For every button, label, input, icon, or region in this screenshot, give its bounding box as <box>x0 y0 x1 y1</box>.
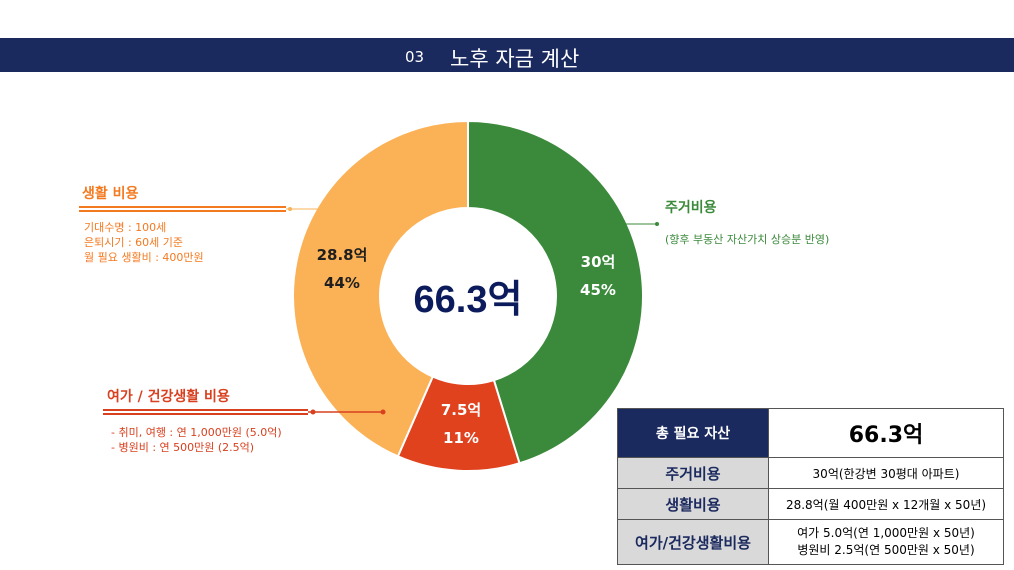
housing-connector-dot <box>655 222 659 226</box>
living-detail-line: 기대수명 : 100세 <box>84 221 167 234</box>
row-label: 여가/건강생활비용 <box>617 519 769 565</box>
row-value: 28.8억(월 400만원 x 12개월 x 50년) <box>768 488 1004 520</box>
leisure-segment-value: 7.5억 <box>440 401 482 419</box>
living-connector-dot <box>288 207 292 211</box>
row-value: 여가 5.0억(연 1,000만원 x 50년) 병원비 2.5억(연 500만… <box>768 519 1004 565</box>
row-value: 30억(한강변 30평대 아파트) <box>768 457 1004 489</box>
row-value-line: 병원비 2.5억(연 500만원 x 50년) <box>797 543 975 557</box>
housing-segment-label: 30억 45% <box>563 248 633 304</box>
leisure-details: - 취미, 여행 : 연 1,000만원 (5.0억) - 병원비 : 연 50… <box>111 425 282 455</box>
housing-title: 주거비용 <box>665 200 717 216</box>
leisure-segment-label: 7.5억 11% <box>426 396 496 452</box>
leisure-title: 여가 / 건강생활 비용 <box>107 389 230 405</box>
table-row: 주거비용 30억(한강변 30평대 아파트) <box>617 457 1004 489</box>
living-detail-line: 은퇴시기 : 60세 기준 <box>84 236 184 249</box>
row-label: 주거비용 <box>617 457 769 489</box>
housing-segment-value: 30억 <box>580 253 616 271</box>
row-value-line: 여가 5.0억(연 1,000만원 x 50년) <box>797 526 975 540</box>
summary-header-label: 총 필요 자산 <box>617 408 769 458</box>
leisure-connector-dot-left <box>310 409 316 415</box>
section-header: 03 노후 자금 계산 <box>0 38 1014 72</box>
leisure-detail-line: - 병원비 : 연 500만원 (2.5억) <box>111 441 255 454</box>
living-details: 기대수명 : 100세 은퇴시기 : 60세 기준 월 필요 생활비 : 400… <box>84 220 204 265</box>
housing-segment-percent: 45% <box>580 281 616 299</box>
living-segment-value: 28.8억 <box>316 246 368 264</box>
summary-header-row: 총 필요 자산 66.3억 <box>617 408 1004 458</box>
center-total: 66.3억 <box>413 279 523 321</box>
leisure-detail-line: - 취미, 여행 : 연 1,000만원 (5.0억) <box>111 426 282 439</box>
table-row: 여가/건강생활비용 여가 5.0억(연 1,000만원 x 50년) 병원비 2… <box>617 519 1004 565</box>
leisure-segment-percent: 11% <box>443 429 479 447</box>
summary-header-value: 66.3억 <box>768 408 1004 458</box>
housing-slice <box>467 119 644 465</box>
section-number: 03 <box>405 48 425 66</box>
living-slice <box>292 119 469 458</box>
section-title: 노후 자금 계산 <box>450 47 580 71</box>
living-title: 생활 비용 <box>82 186 139 202</box>
living-segment-label: 28.8억 44% <box>307 241 377 297</box>
living-detail-line: 월 필요 생활비 : 400만원 <box>84 251 204 264</box>
table-row: 생활비용 28.8억(월 400만원 x 12개월 x 50년) <box>617 488 1004 520</box>
leisure-connector-dot-right <box>380 409 386 415</box>
row-label: 생활비용 <box>617 488 769 520</box>
living-segment-percent: 44% <box>324 274 360 292</box>
summary-table: 총 필요 자산 66.3억 주거비용 30억(한강변 30평대 아파트) 생활비… <box>617 408 1004 565</box>
housing-note: (향후 부동산 자산가치 상승분 반영) <box>665 233 830 246</box>
